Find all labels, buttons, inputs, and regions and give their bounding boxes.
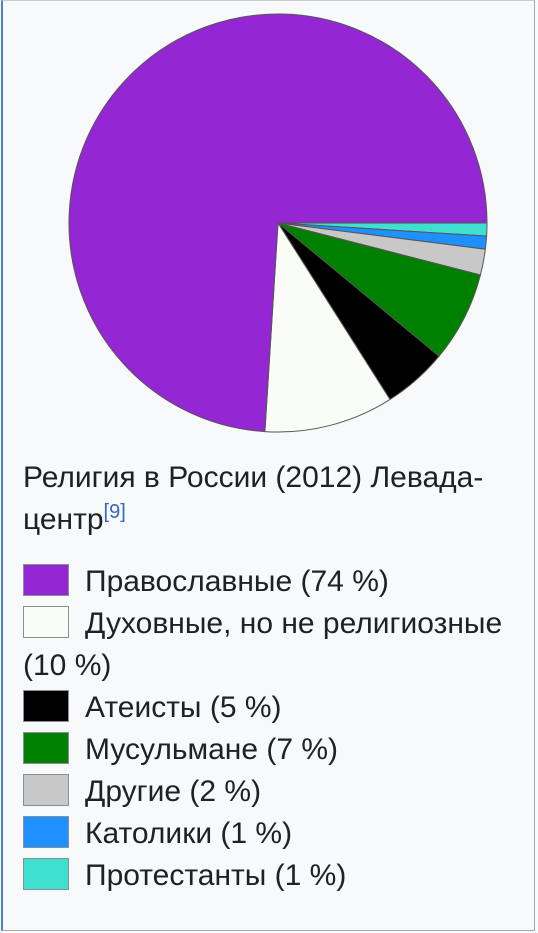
legend-swatch-muslims [23, 732, 69, 764]
pie-slice-spiritual [264, 221, 391, 433]
legend-label-atheists: Атеисты (5 %) [85, 691, 282, 724]
legend-label-muslims: Мусульмане (7 %) [85, 733, 339, 766]
legend-label-protestants: Протестанты (1 %) [85, 859, 347, 892]
legend-label-orthodox: Православные (74 %) [85, 565, 389, 598]
legend-swatch-orthodox [23, 564, 69, 596]
legend-item-catholics: Католики (1 %) [23, 813, 528, 855]
legend-swatch-catholics [23, 816, 69, 848]
citation-link[interactable]: [9] [103, 501, 126, 523]
legend-label-others: Другие (2 %) [85, 775, 262, 808]
legend-item-others: Другие (2 %) [23, 771, 528, 813]
chart-caption: Религия в России (2012) Левада-центр[9] [23, 457, 528, 541]
pie-slice-orthodox [68, 13, 488, 433]
legend-swatch-others [23, 774, 69, 806]
legend-swatch-spiritual [23, 606, 69, 638]
legend-swatch-protestants [23, 858, 69, 890]
legend-item-muslims: Мусульмане (7 %) [23, 729, 528, 771]
legend-item-atheists: Атеисты (5 %) [23, 687, 528, 729]
legend-label-catholics: Католики (1 %) [85, 817, 293, 850]
legend-item-protestants: Протестанты (1 %) [23, 855, 528, 897]
legend-item-orthodox: Православные (74 %) [23, 561, 528, 603]
legend: Православные (74 %) Духовные, но не рели… [23, 561, 528, 897]
legend-swatch-atheists [23, 690, 69, 722]
pie-slices [68, 13, 488, 433]
pie-chart [68, 13, 488, 433]
chart-title: Религия в России (2012) Левада-центр [23, 461, 484, 536]
legend-label-spiritual: Духовные, но не религиозные (10 %) [23, 607, 503, 682]
legend-item-spiritual: Духовные, но не религиозные (10 %) [23, 603, 528, 687]
